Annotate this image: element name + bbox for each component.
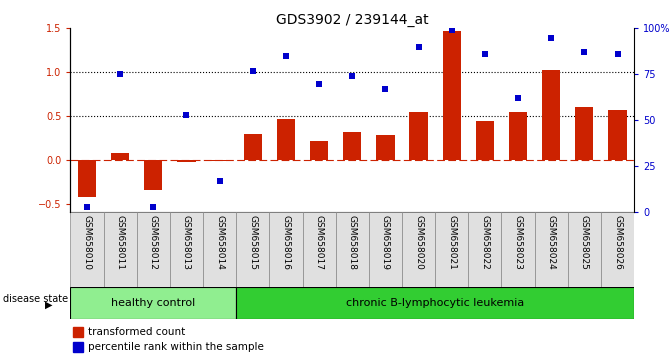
Text: GSM658022: GSM658022	[480, 215, 489, 269]
Point	[380, 86, 391, 92]
Bar	[542, 70, 560, 160]
Bar	[144, 160, 162, 190]
Bar	[73, 342, 83, 353]
Bar	[137, 212, 170, 287]
Text: GSM658011: GSM658011	[115, 215, 125, 270]
Text: healthy control: healthy control	[111, 298, 195, 308]
Point	[248, 68, 258, 74]
Point	[148, 204, 159, 210]
Point	[546, 35, 556, 40]
Text: chronic B-lymphocytic leukemia: chronic B-lymphocytic leukemia	[346, 298, 524, 308]
Bar	[170, 212, 203, 287]
Point	[446, 27, 457, 33]
Bar	[310, 141, 328, 160]
Text: GSM658025: GSM658025	[580, 215, 589, 269]
Bar	[303, 212, 336, 287]
Text: GSM658019: GSM658019	[381, 215, 390, 270]
Bar	[535, 212, 568, 287]
Bar	[177, 160, 196, 161]
Bar	[73, 327, 83, 337]
Text: GSM658026: GSM658026	[613, 215, 622, 269]
Text: GSM658023: GSM658023	[513, 215, 523, 269]
Bar	[78, 160, 96, 196]
Text: GSM658014: GSM658014	[215, 215, 224, 269]
Point	[181, 112, 192, 118]
Point	[314, 81, 325, 86]
Bar	[111, 153, 130, 160]
Text: disease state: disease state	[3, 294, 68, 304]
Bar	[70, 212, 103, 287]
Bar	[435, 212, 468, 287]
Bar	[269, 212, 303, 287]
Point	[612, 51, 623, 57]
Bar	[336, 212, 369, 287]
Point	[480, 51, 491, 57]
Point	[214, 178, 225, 184]
Text: GSM658013: GSM658013	[182, 215, 191, 270]
Title: GDS3902 / 239144_at: GDS3902 / 239144_at	[276, 13, 429, 27]
Bar	[609, 110, 627, 160]
Text: GSM658017: GSM658017	[315, 215, 323, 270]
Point	[115, 72, 125, 77]
Bar	[203, 212, 236, 287]
Bar	[376, 135, 395, 160]
Point	[513, 96, 523, 101]
Bar	[601, 212, 634, 287]
Text: GSM658016: GSM658016	[281, 215, 291, 270]
Bar	[468, 212, 501, 287]
Point	[413, 44, 424, 50]
Text: GSM658020: GSM658020	[414, 215, 423, 269]
Text: GSM658021: GSM658021	[448, 215, 456, 269]
Text: GSM658012: GSM658012	[149, 215, 158, 269]
Bar	[277, 119, 295, 160]
Bar	[501, 212, 535, 287]
Text: GSM658024: GSM658024	[547, 215, 556, 269]
Bar	[343, 132, 362, 160]
Point	[347, 73, 358, 79]
Bar	[211, 160, 229, 161]
Point	[82, 204, 93, 210]
Bar	[409, 112, 427, 160]
Bar	[476, 121, 494, 160]
Bar	[244, 133, 262, 160]
Point	[280, 53, 291, 59]
Bar	[236, 212, 269, 287]
Text: GSM658018: GSM658018	[348, 215, 357, 270]
Bar	[509, 112, 527, 160]
Text: ▶: ▶	[45, 299, 52, 309]
Text: percentile rank within the sample: percentile rank within the sample	[89, 342, 264, 352]
Bar	[443, 31, 461, 160]
Bar	[369, 212, 402, 287]
Text: GSM658010: GSM658010	[83, 215, 91, 270]
Text: transformed count: transformed count	[89, 327, 186, 337]
Bar	[70, 287, 236, 319]
Bar	[575, 107, 593, 160]
Bar	[236, 287, 634, 319]
Bar	[402, 212, 435, 287]
Point	[579, 50, 590, 55]
Text: GSM658015: GSM658015	[248, 215, 257, 270]
Bar	[103, 212, 137, 287]
Bar	[568, 212, 601, 287]
